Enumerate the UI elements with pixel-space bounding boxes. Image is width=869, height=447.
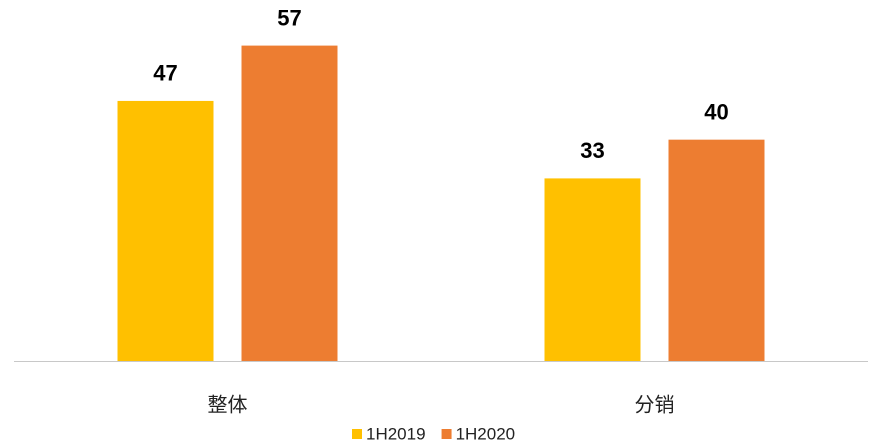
legend-label: 1H2020 <box>456 424 516 443</box>
bar <box>668 139 765 361</box>
x-tick-label: 整体 <box>208 393 248 417</box>
data-label: 33 <box>580 138 604 163</box>
bar <box>117 100 214 361</box>
legend-swatch <box>441 429 452 439</box>
legend-label: 1H2019 <box>366 424 426 443</box>
data-label: 47 <box>153 61 177 86</box>
bar <box>241 45 338 361</box>
data-label: 57 <box>277 5 301 30</box>
bar <box>544 178 641 361</box>
legend-swatch <box>352 429 362 439</box>
x-tick-label: 分销 <box>635 393 675 417</box>
data-label: 40 <box>704 99 728 124</box>
